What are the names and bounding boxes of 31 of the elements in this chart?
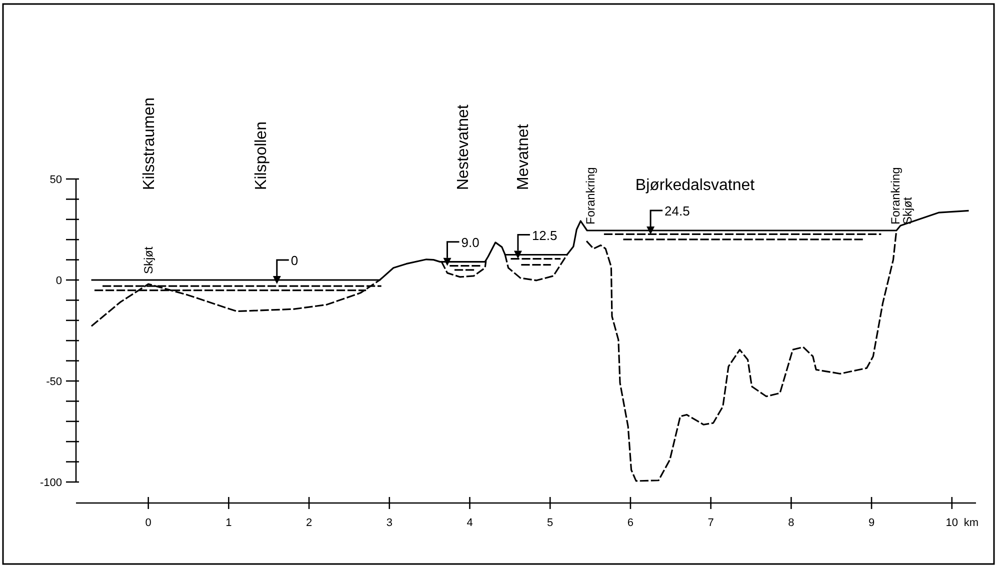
x-tick-label: 4 [466, 517, 473, 529]
x-tick-label: 5 [547, 517, 554, 529]
x-tick-label: 6 [627, 517, 634, 529]
point [272, 276, 281, 284]
annotation: Kilspollen [253, 122, 270, 190]
annotation: Skjøt [141, 246, 156, 274]
y-tick-label: 0 [56, 275, 62, 287]
x-axis-title: km [964, 517, 979, 529]
y-tick-label: -50 [46, 376, 62, 388]
point [514, 250, 522, 259]
x-tick-label: 3 [386, 517, 392, 529]
x-tick-label: 2 [306, 517, 312, 529]
x-tick-label: 9 [868, 517, 875, 529]
data-label: 12.5 [532, 228, 558, 243]
point [443, 258, 452, 266]
x-tick-label: 7 [708, 517, 714, 529]
data-label: 24.5 [664, 204, 690, 219]
data-label: 0 [290, 253, 298, 268]
data-label: 9.0 [461, 234, 480, 250]
annotation: Bjørkedalsvatnet [635, 177, 756, 194]
x-tick-label: 1 [226, 517, 232, 529]
annotation: Nestevatnet [455, 104, 472, 190]
annotation: Kilsstraumen [141, 98, 158, 190]
y-tick-label: 50 [50, 174, 62, 186]
x-tick-label: 8 [788, 517, 794, 529]
annotation: Forankring [583, 167, 598, 225]
annotation: Forankring Skjøt [888, 167, 915, 225]
x-tick-label: 0 [145, 517, 152, 529]
annotation: Mevatnet [515, 124, 532, 190]
x-tick-label: 10 [946, 517, 958, 529]
y-tick-label: -100 [40, 477, 62, 489]
